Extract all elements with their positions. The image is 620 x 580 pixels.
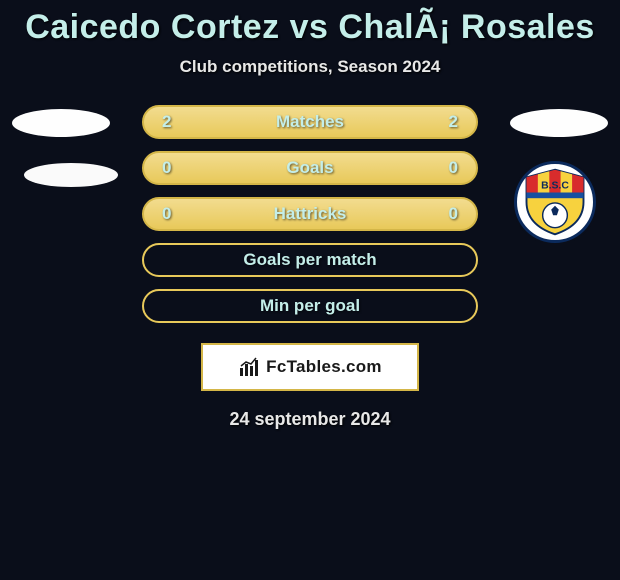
team-crest-right: B.S.C <box>514 161 596 243</box>
brand-name: FcTables.com <box>266 357 382 377</box>
stat-row: 0 Goals 0 <box>142 151 478 185</box>
stat-row: Goals per match <box>142 243 478 277</box>
stat-label: Matches <box>276 112 344 132</box>
stat-value-right: 0 <box>438 204 458 224</box>
bsc-crest-icon: B.S.C <box>517 164 593 240</box>
team-badge-left-bottom <box>24 163 118 187</box>
stat-value-left: 0 <box>162 204 182 224</box>
date-text: 24 september 2024 <box>0 409 620 430</box>
brand-logo-box[interactable]: FcTables.com <box>201 343 419 391</box>
stat-label: Goals <box>286 158 333 178</box>
svg-text:B.S.C: B.S.C <box>541 181 569 192</box>
chart-icon <box>238 356 260 378</box>
team-badge-right-top <box>510 109 608 137</box>
stat-row: 0 Hattricks 0 <box>142 197 478 231</box>
stat-label: Hattricks <box>274 204 347 224</box>
stat-label: Goals per match <box>144 250 476 270</box>
subtitle: Club competitions, Season 2024 <box>0 57 620 77</box>
stat-value-right: 2 <box>438 112 458 132</box>
page-title: Caicedo Cortez vs ChalÃ¡ Rosales <box>0 8 620 47</box>
stat-value-left: 2 <box>162 112 182 132</box>
stats-block: B.S.C 2 Matches 2 0 Goals 0 0 Hattricks 0 Goals p… <box>0 105 620 323</box>
stat-value-left: 0 <box>162 158 182 178</box>
stat-label: Min per goal <box>144 296 476 316</box>
stat-value-right: 0 <box>438 158 458 178</box>
stat-row: 2 Matches 2 <box>142 105 478 139</box>
team-badge-left-top <box>12 109 110 137</box>
stat-row: Min per goal <box>142 289 478 323</box>
